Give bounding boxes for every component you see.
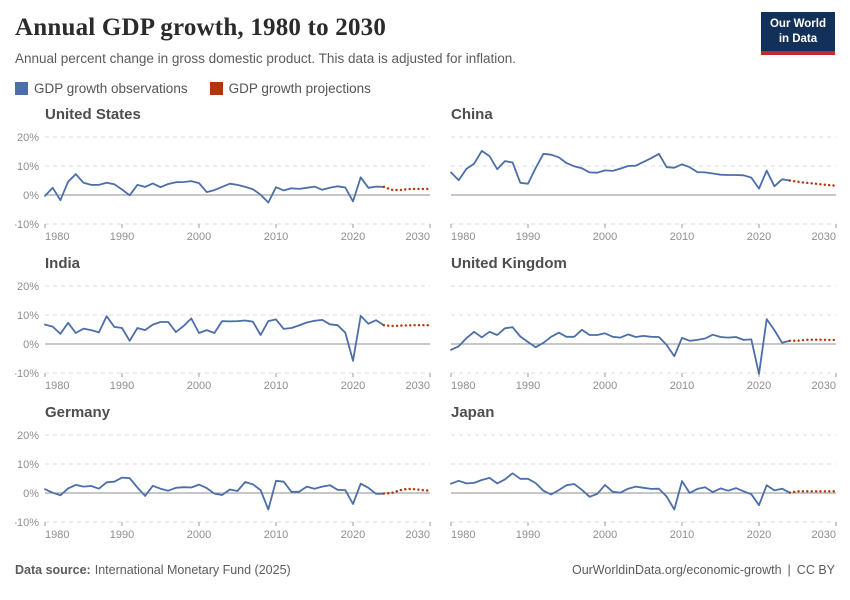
gdp-line-chart: 1980 1990 2000 2010 2020 2030 (450, 136, 838, 243)
svg-text:10%: 10% (17, 459, 39, 471)
chart-header: Annual GDP growth, 1980 to 2030 Annual p… (15, 12, 835, 66)
svg-text:1980: 1980 (451, 380, 475, 392)
svg-text:20%: 20% (17, 281, 39, 293)
gdp-line-chart: 20% 10% 0% -10% 1980 1990 2000 2010 2020 2030 (13, 430, 432, 541)
svg-text:-10%: -10% (15, 219, 39, 231)
logo-line2: in Data (778, 32, 818, 45)
svg-text:10%: 10% (17, 161, 39, 173)
svg-text:2010: 2010 (670, 380, 694, 392)
chart-plot-germany[interactable]: 20% 10% 0% -10% 1980 1990 2000 2010 2020 2030 (13, 423, 432, 547)
svg-text:2010: 2010 (670, 231, 694, 243)
svg-text:1990: 1990 (516, 529, 540, 541)
chart-plot-india[interactable]: 20% 10% 0% -10% 1980 1990 2000 2010 2020 2030 (13, 274, 432, 398)
chart-plot-united-states[interactable]: 20% 10% 0% -10% 1980 1990 2000 2010 2020 2030 (13, 125, 432, 249)
logo-line1: Our World (769, 18, 826, 30)
svg-text:2010: 2010 (264, 529, 288, 541)
legend-item-observations[interactable]: GDP growth observations (15, 81, 188, 96)
svg-text:2020: 2020 (341, 380, 365, 392)
svg-text:2030: 2030 (812, 231, 836, 243)
chart-title-germany: Germany (45, 404, 111, 421)
legend-projections-label: GDP growth projections (228, 81, 371, 96)
svg-text:2000: 2000 (187, 529, 211, 541)
svg-text:2020: 2020 (747, 529, 771, 541)
panel-germany: Germany 20% 10% 0% -10% 1980 1990 2000 2010 2020… (13, 404, 432, 547)
license-link[interactable]: CC BY (796, 563, 835, 577)
svg-text:2010: 2010 (264, 380, 288, 392)
svg-text:2030: 2030 (406, 231, 430, 243)
svg-text:1980: 1980 (45, 529, 69, 541)
panel-japan: Japan 1980 1990 2000 2010 2020 2030 (445, 404, 848, 547)
svg-text:0%: 0% (23, 339, 39, 351)
svg-text:2020: 2020 (747, 380, 771, 392)
svg-text:0%: 0% (23, 488, 39, 500)
svg-text:20%: 20% (17, 132, 39, 144)
gdp-line-chart: 20% 10% 0% -10% 1980 1990 2000 2010 2020 2030 (13, 132, 432, 243)
page-subtitle: Annual percent change in gross domestic … (15, 51, 517, 66)
chart-title-united-kingdom: United Kingdom (451, 255, 567, 272)
svg-text:1990: 1990 (516, 231, 540, 243)
chart-plot-united-kingdom[interactable]: 1980 1990 2000 2010 2020 2030 (445, 274, 848, 398)
svg-text:2000: 2000 (187, 231, 211, 243)
panel-united-kingdom: United Kingdom 1980 1990 2000 2010 2020 2030 (445, 255, 848, 398)
svg-text:1990: 1990 (110, 529, 134, 541)
svg-text:10%: 10% (17, 310, 39, 322)
chart-title-china: China (451, 106, 493, 123)
data-source: Data source: International Monetary Fund … (15, 563, 291, 577)
legend-item-projections[interactable]: GDP growth projections (209, 81, 371, 96)
panel-china: China 1980 1990 2000 2010 2020 2030 (445, 106, 848, 249)
page-title: Annual GDP growth, 1980 to 2030 (15, 14, 387, 41)
svg-text:2020: 2020 (747, 231, 771, 243)
svg-text:2030: 2030 (812, 380, 836, 392)
svg-text:0%: 0% (23, 190, 39, 202)
gdp-line-chart: 20% 10% 0% -10% 1980 1990 2000 2010 2020 2030 (13, 281, 432, 392)
svg-text:-10%: -10% (15, 368, 39, 380)
svg-text:2000: 2000 (187, 380, 211, 392)
chart-title-united-states: United States (45, 106, 141, 123)
svg-text:1990: 1990 (110, 231, 134, 243)
svg-text:20%: 20% (17, 430, 39, 442)
svg-text:2010: 2010 (264, 231, 288, 243)
data-source-text: International Monetary Fund (2025) (94, 563, 291, 577)
svg-text:-10%: -10% (15, 517, 39, 529)
svg-text:2000: 2000 (593, 529, 617, 541)
header-text: Annual GDP growth, 1980 to 2030 Annual p… (15, 12, 516, 66)
svg-text:2030: 2030 (406, 380, 430, 392)
svg-text:1990: 1990 (516, 380, 540, 392)
svg-text:2000: 2000 (593, 380, 617, 392)
panel-united-states: United States 20% 10% 0% -10% 1980 1990 2000 20… (13, 106, 432, 249)
chart-title-japan: Japan (451, 404, 495, 421)
svg-text:1980: 1980 (451, 529, 475, 541)
svg-text:1990: 1990 (110, 380, 134, 392)
data-source-label: Data source: (15, 563, 91, 577)
svg-text:2030: 2030 (812, 529, 836, 541)
svg-text:1980: 1980 (45, 380, 69, 392)
chart-footer: Data source: International Monetary Fund … (15, 563, 835, 577)
footer-credits: OurWorldinData.org/economic-growth | CC BY (572, 563, 835, 577)
svg-text:1980: 1980 (451, 231, 475, 243)
panel-india: India 20% 10% 0% -10% 1980 1990 2000 2010 2020 20… (13, 255, 432, 398)
small-multiples-grid: United States 20% 10% 0% -10% 1980 1990 2000 20… (13, 106, 838, 553)
footer-separator: | (787, 563, 791, 577)
legend-observations-label: GDP growth observations (34, 81, 188, 96)
gdp-line-chart: 1980 1990 2000 2010 2020 2030 (450, 434, 838, 541)
owid-url-link[interactable]: OurWorldinData.org/economic-growth (571, 563, 782, 577)
chart-legend: GDP growth observations GDP growth proje… (15, 81, 835, 96)
svg-text:2020: 2020 (341, 231, 365, 243)
owid-logo[interactable]: Our World in Data (760, 12, 835, 55)
chart-plot-japan[interactable]: 1980 1990 2000 2010 2020 2030 (445, 423, 848, 547)
svg-text:2010: 2010 (670, 529, 694, 541)
projections-swatch-icon (209, 82, 223, 95)
svg-text:2020: 2020 (341, 529, 365, 541)
svg-text:2000: 2000 (593, 231, 617, 243)
chart-title-india: India (45, 255, 81, 272)
gdp-line-chart: 1980 1990 2000 2010 2020 2030 (450, 285, 838, 392)
observations-swatch-icon (15, 82, 28, 95)
svg-text:1980: 1980 (45, 231, 69, 243)
svg-text:2030: 2030 (406, 529, 430, 541)
chart-plot-china[interactable]: 1980 1990 2000 2010 2020 2030 (445, 125, 848, 249)
